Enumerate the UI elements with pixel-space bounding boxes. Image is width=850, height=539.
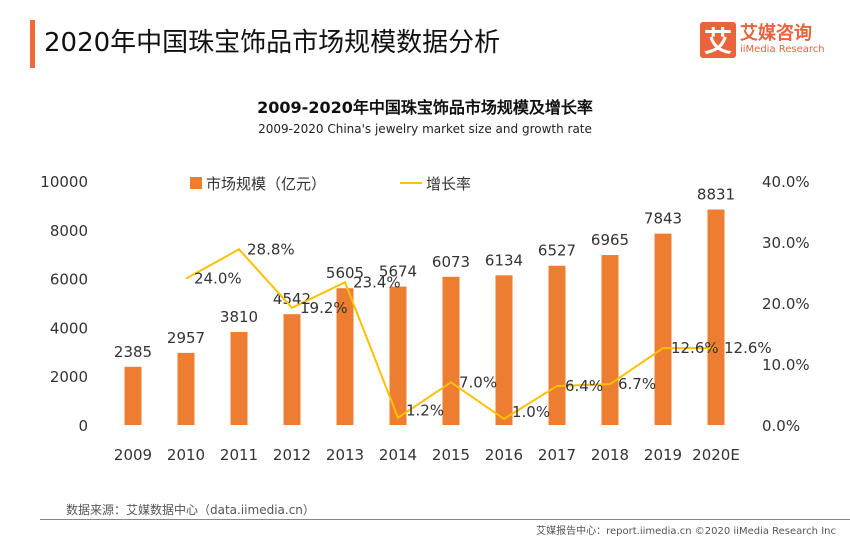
- legend-bar-label: 市场规模（亿元）: [206, 175, 326, 193]
- bar: [283, 314, 301, 425]
- line-value-label: 24.0%: [194, 270, 242, 288]
- bar: [654, 233, 672, 425]
- legend-line-label: 增长率: [426, 175, 471, 193]
- logo-mark: 艾: [700, 22, 736, 58]
- x-tick-label: 2015: [432, 446, 470, 464]
- x-tick-label: 2017: [538, 446, 576, 464]
- line-value-label: 19.2%: [300, 299, 348, 317]
- bar: [124, 366, 142, 425]
- chart-subtitle: 2009-2020 China's jewelry market size an…: [258, 122, 592, 136]
- right-tick-label: 0.0%: [762, 417, 800, 435]
- logo-cn: 艾媒咨询: [740, 23, 812, 44]
- line-value-label: 1.2%: [406, 402, 444, 420]
- title-accent-bar: [30, 20, 35, 68]
- line-value-label: 28.8%: [247, 240, 295, 258]
- bar-value-label: 8831: [697, 186, 735, 204]
- bar: [548, 265, 566, 425]
- bar: [389, 286, 407, 425]
- x-tick-label: 2018: [591, 446, 629, 464]
- x-tick-label: 2009: [114, 446, 152, 464]
- bar-value-label: 6134: [485, 251, 523, 269]
- right-tick-label: 40.0%: [762, 173, 810, 191]
- left-tick-label: 2000: [50, 368, 88, 386]
- growth-line: [185, 248, 716, 421]
- line-value-label: 12.6%: [671, 339, 719, 357]
- x-tick-label: 2016: [485, 446, 523, 464]
- x-tick-label: 2013: [326, 446, 364, 464]
- left-tick-label: 8000: [50, 222, 88, 240]
- divider: [40, 519, 850, 520]
- left-tick-label: 4000: [50, 319, 88, 337]
- x-tick-label: 2010: [167, 446, 205, 464]
- bar-value-label: 7843: [644, 210, 682, 228]
- logo: 艾 艾媒咨询 iiMedia Research: [700, 22, 825, 58]
- source-note: 数据来源：艾媒数据中心（data.iimedia.cn）: [66, 503, 315, 517]
- bar-value-label: 5674: [379, 263, 417, 281]
- left-tick-label: 10000: [40, 173, 88, 191]
- bar: [336, 288, 354, 425]
- line-value-label: 1.0%: [512, 403, 550, 421]
- right-tick-label: 10.0%: [762, 356, 810, 374]
- bar: [601, 255, 619, 425]
- bar-value-label: 6073: [432, 253, 470, 271]
- x-tick-label: 2019: [644, 446, 682, 464]
- bar: [177, 352, 195, 425]
- bar: [230, 332, 248, 425]
- line-value-label: 6.4%: [565, 377, 603, 395]
- bar-value-label: 3810: [220, 308, 258, 326]
- line-value-label: 6.7%: [618, 375, 656, 393]
- chart-title: 2009-2020年中国珠宝饰品市场规模及增长率: [257, 98, 593, 117]
- page-title: 2020年中国珠宝饰品市场规模数据分析: [44, 28, 501, 58]
- left-tick-label: 6000: [50, 271, 88, 289]
- bar: [495, 275, 513, 425]
- footer-credit: 艾媒报告中心：report.iimedia.cn ©2020 iiMedia R…: [536, 526, 836, 537]
- logo-en: iiMedia Research: [740, 44, 825, 55]
- x-tick-label: 2014: [379, 446, 417, 464]
- x-tick-label: 2020E: [692, 446, 740, 464]
- right-tick-label: 20.0%: [762, 295, 810, 313]
- line-value-label: 7.0%: [459, 373, 497, 391]
- bar: [442, 276, 460, 425]
- bar-value-label: 2385: [114, 343, 152, 361]
- legend-bar-swatch: [190, 177, 202, 189]
- left-tick-label: 0: [78, 417, 88, 435]
- right-tick-label: 30.0%: [762, 234, 810, 252]
- x-tick-label: 2012: [273, 446, 311, 464]
- line-value-label: 12.6%: [724, 339, 772, 357]
- bar: [707, 209, 725, 425]
- bar-value-label: 6527: [538, 242, 576, 260]
- bar-value-label: 6965: [591, 231, 629, 249]
- bar-value-label: 2957: [167, 329, 205, 347]
- line-value-label: 23.4%: [353, 273, 401, 291]
- x-tick-label: 2011: [220, 446, 258, 464]
- bar-value-label: 5605: [326, 264, 364, 282]
